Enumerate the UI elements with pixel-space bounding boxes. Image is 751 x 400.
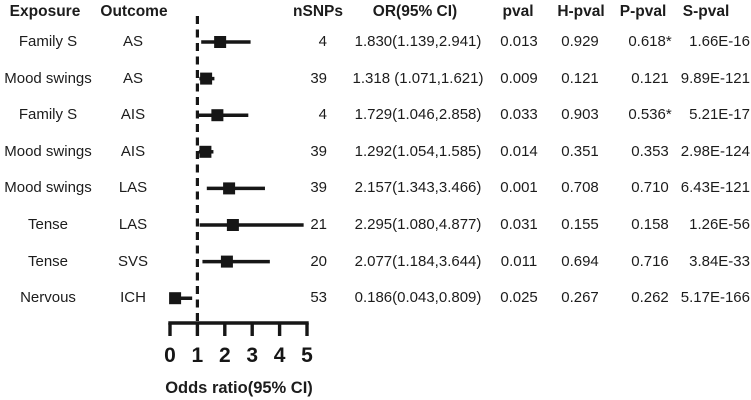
nsnps-cell: 39 (310, 142, 327, 160)
outcome-cell: AS (122, 69, 144, 87)
pval-cell: 0.031 (500, 216, 538, 233)
x-axis-tick-label: 5 (301, 344, 313, 367)
pval-cell: 0.009 (500, 69, 538, 87)
h-pval-cell: 0.708 (561, 179, 599, 197)
p-pval-cell: 0.158 (631, 216, 669, 233)
or-marker (220, 255, 233, 268)
or-marker (223, 182, 236, 195)
exposure-cell: Tense (27, 252, 69, 270)
s-pval-cell: 5.17E-166 (680, 289, 750, 307)
outcome-cell: AS (122, 33, 144, 50)
p-pval-cell: 0.536* (628, 106, 672, 124)
h-pval-cell: 0.694 (561, 252, 599, 270)
table-row: Tense LAS 21 2.295(1.080,4.877) 0.031 0.… (0, 215, 751, 235)
or-marker (169, 292, 182, 305)
table-row: Family S AIS 4 1.729(1.046,2.858) 0.033 … (0, 105, 751, 125)
or-ci-cell: 2.295(1.080,4.877) (354, 216, 482, 233)
exposure-cell: Family S (18, 106, 78, 124)
column-header-exposure: Exposure (9, 3, 81, 20)
outcome-cell: AIS (120, 106, 146, 124)
h-pval-cell: 0.121 (561, 69, 599, 87)
pval-cell: 0.013 (500, 33, 538, 50)
or-ci-cell: 1.292(1.054,1.585) (354, 142, 482, 160)
nsnps-cell: 4 (318, 106, 327, 124)
or-ci-cell: 1.318 (1.071,1.621) (352, 69, 484, 87)
nsnps-cell: 39 (310, 179, 327, 197)
or-ci-cell: 0.186(0.043,0.809) (354, 289, 482, 307)
s-pval-cell: 1.26E-56 (689, 216, 750, 233)
outcome-cell: ICH (120, 289, 146, 307)
pval-cell: 0.011 (500, 252, 538, 270)
or-marker (211, 109, 224, 122)
column-header-h-pval: H-pval (557, 3, 605, 20)
s-pval-cell: 6.43E-121 (680, 179, 750, 197)
pval-cell: 0.033 (500, 106, 538, 124)
column-header-nsnps: nSNPs (293, 3, 343, 20)
or-marker (214, 36, 227, 48)
table-row: Tense SVS 20 2.077(1.184,3.644) 0.011 0.… (0, 252, 751, 272)
table-row: Mood swings AIS 39 1.292(1.054,1.585) 0.… (0, 142, 751, 162)
s-pval-cell: 1.66E-16 (689, 33, 750, 50)
x-axis-tick-label: 1 (192, 344, 204, 367)
exposure-cell: Mood swings (4, 142, 92, 160)
column-header-p-pval: P-pval (619, 3, 667, 20)
outcome-cell: LAS (118, 179, 148, 197)
pval-cell: 0.001 (500, 179, 538, 197)
column-header-s-pval: S-pval (682, 3, 730, 20)
exposure-cell: Mood swings (4, 69, 92, 87)
x-axis-tick-label: 4 (274, 344, 286, 367)
p-pval-cell: 0.121 (631, 69, 669, 87)
pval-cell: 0.025 (500, 289, 538, 307)
column-header-pval: pval (502, 3, 534, 20)
h-pval-cell: 0.155 (561, 216, 599, 233)
or-marker (199, 145, 212, 158)
or-marker (226, 219, 239, 231)
p-pval-cell: 0.716 (631, 252, 669, 270)
or-ci-cell: 1.830(1.139,2.941) (354, 33, 482, 50)
outcome-cell: SVS (117, 252, 149, 270)
s-pval-cell: 2.98E-124 (680, 142, 750, 160)
table-row: Nervous ICH 53 0.186(0.043,0.809) 0.025 … (0, 288, 751, 308)
nsnps-cell: 4 (318, 33, 327, 50)
h-pval-cell: 0.929 (561, 33, 599, 50)
s-pval-cell: 3.84E-33 (689, 252, 750, 270)
exposure-cell: Family S (18, 33, 78, 50)
p-pval-cell: 0.618* (628, 33, 672, 50)
h-pval-cell: 0.351 (561, 142, 599, 160)
column-header-or-ci: OR(95% CI) (372, 3, 458, 20)
x-axis-tick-label: 2 (219, 344, 231, 367)
or-ci-cell: 1.729(1.046,2.858) (354, 106, 482, 124)
p-pval-cell: 0.262 (631, 289, 669, 307)
table-row: Family S AS 4 1.830(1.139,2.941) 0.013 0… (0, 32, 751, 52)
x-axis-tick-label: 0 (164, 344, 176, 367)
exposure-cell: Mood swings (4, 179, 92, 197)
p-pval-cell: 0.710 (631, 179, 669, 197)
s-pval-cell: 9.89E-121 (680, 69, 750, 87)
outcome-cell: AIS (120, 142, 146, 160)
or-ci-cell: 2.077(1.184,3.644) (354, 252, 482, 270)
exposure-cell: Nervous (20, 289, 76, 307)
or-marker (200, 72, 213, 85)
s-pval-cell: 5.21E-17 (689, 106, 750, 124)
p-pval-cell: 0.353 (631, 142, 669, 160)
x-axis-tick-label: 3 (246, 344, 258, 367)
column-header-outcome: Outcome (100, 3, 168, 20)
h-pval-cell: 0.903 (561, 106, 599, 124)
nsnps-cell: 21 (310, 216, 327, 233)
exposure-cell: Tense (27, 216, 69, 233)
table-row: Mood swings AS 39 1.318 (1.071,1.621) 0.… (0, 69, 751, 89)
pval-cell: 0.014 (500, 142, 538, 160)
outcome-cell: LAS (118, 216, 148, 233)
table-row: Mood swings LAS 39 2.157(1.343,3.466) 0.… (0, 178, 751, 198)
nsnps-cell: 39 (310, 69, 327, 87)
nsnps-cell: 53 (310, 289, 327, 307)
or-ci-cell: 2.157(1.343,3.466) (354, 179, 482, 197)
h-pval-cell: 0.267 (561, 289, 599, 307)
nsnps-cell: 20 (310, 252, 327, 270)
x-axis-label: Odds ratio(95% CI) (165, 379, 313, 397)
